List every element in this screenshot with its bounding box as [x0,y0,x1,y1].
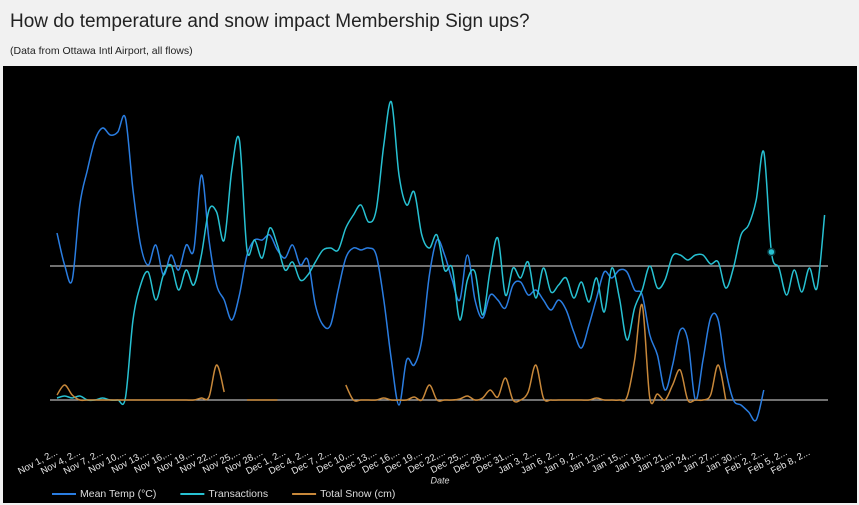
chart-title: How do temperature and snow impact Membe… [10,11,530,32]
series-line [56,303,727,405]
series-line [56,114,765,422]
x-axis-title: Date [430,475,449,485]
legend-label: Mean Temp (°C) [80,488,156,500]
legend-label: Transactions [208,488,268,500]
series-line [56,100,826,406]
highlight-point [767,247,776,257]
legend-label: Total Snow (cm) [320,488,395,500]
chart-subtitle: (Data from Ottawa Intl Airport, all flow… [10,45,193,57]
plot-background [3,66,857,503]
